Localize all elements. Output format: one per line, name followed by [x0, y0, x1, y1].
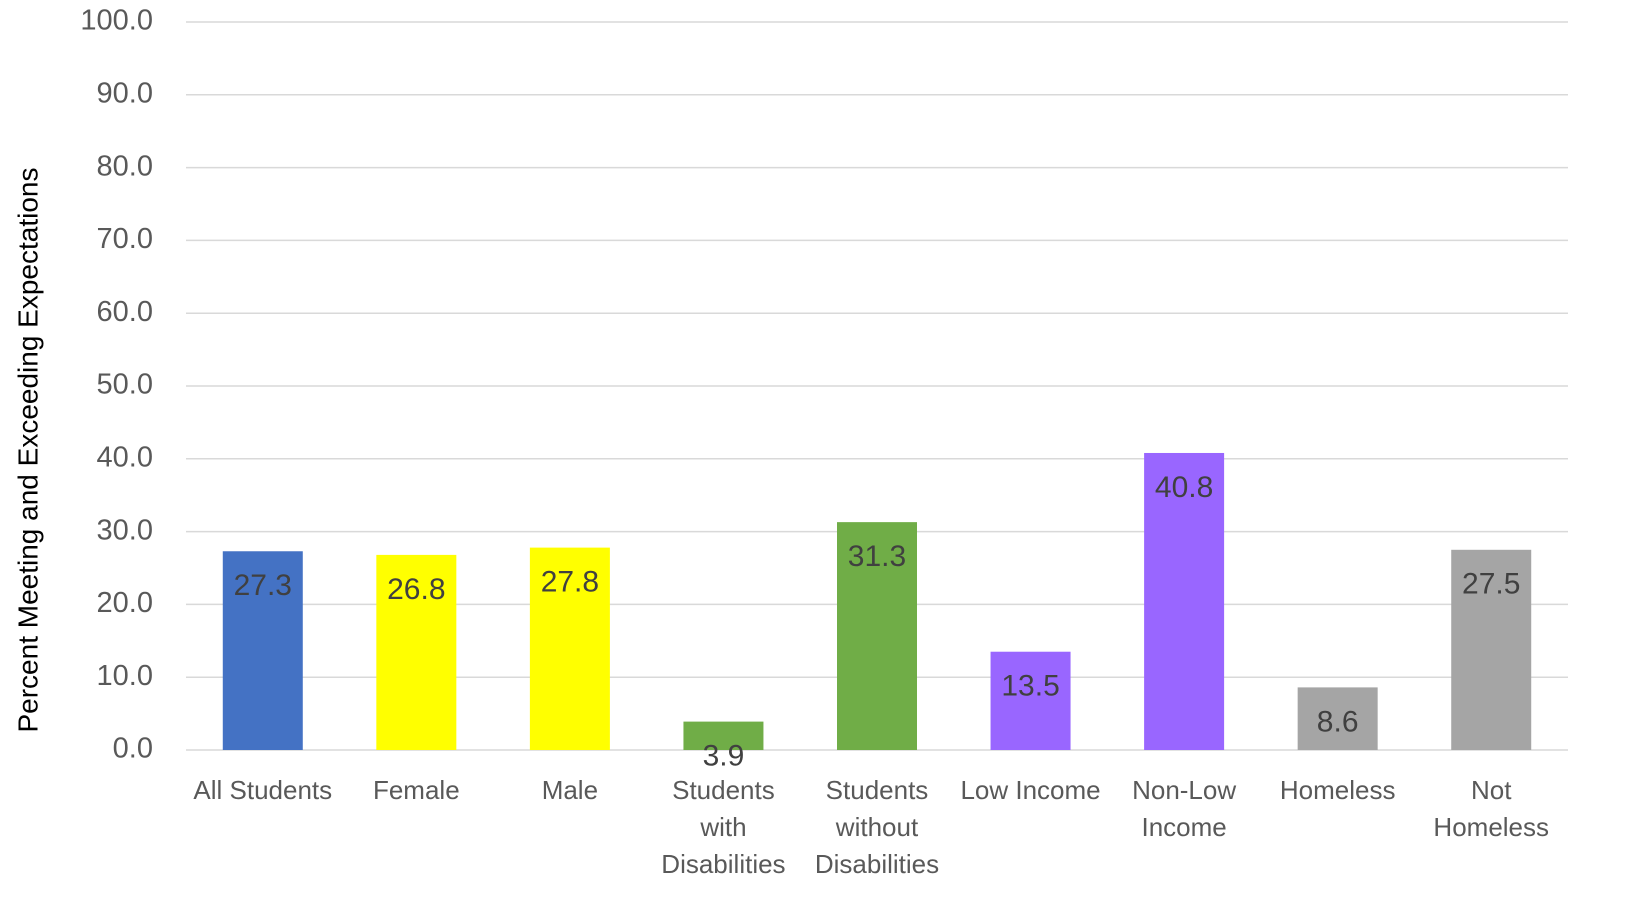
data-label: 40.8 — [1155, 471, 1213, 504]
x-tick-label: Male — [541, 775, 599, 805]
data-label: 3.9 — [703, 740, 745, 773]
data-label: 31.3 — [848, 540, 906, 573]
bar — [1297, 687, 1378, 750]
x-tick-label: All Students — [193, 775, 333, 805]
y-tick-label: 70.0 — [97, 223, 153, 255]
data-label: 8.6 — [1317, 705, 1359, 738]
bar — [990, 651, 1071, 750]
y-tick-label: 90.0 — [97, 77, 153, 109]
x-tick-label: Low Income — [960, 775, 1101, 805]
y-axis-title: Percent Meeting and Exceeding Expectatio… — [12, 167, 43, 732]
y-tick-label: 10.0 — [97, 660, 153, 692]
x-tick-label: Non-Low Income — [1132, 775, 1237, 842]
bar — [376, 554, 457, 750]
data-label: 27.3 — [234, 569, 292, 602]
y-tick-label: 20.0 — [97, 587, 153, 619]
bar — [683, 721, 764, 750]
bar — [529, 547, 610, 750]
data-label: 26.8 — [387, 573, 445, 606]
y-tick-label: 30.0 — [97, 514, 153, 546]
y-tick-label: 60.0 — [97, 296, 153, 328]
x-tick-label: Students with Disabilities — [661, 775, 786, 879]
bar — [1451, 549, 1532, 750]
data-label: 13.5 — [1001, 670, 1059, 703]
y-tick-label: 100.0 — [80, 5, 153, 37]
data-label: 27.8 — [541, 566, 599, 599]
x-tick-label: Female — [372, 775, 460, 805]
data-label: 27.5 — [1462, 568, 1520, 601]
x-tick-label: Not Homeless — [1433, 775, 1550, 842]
bar — [1144, 452, 1225, 750]
y-tick-label: 0.0 — [113, 733, 153, 765]
y-tick-label: 40.0 — [97, 441, 153, 473]
x-tick-label: Students without Disabilities — [814, 775, 940, 879]
bar — [222, 551, 303, 750]
x-tick-label: Homeless — [1279, 775, 1396, 805]
y-tick-label: 50.0 — [97, 369, 153, 401]
y-tick-label: 80.0 — [97, 150, 153, 182]
bar — [837, 522, 917, 750]
